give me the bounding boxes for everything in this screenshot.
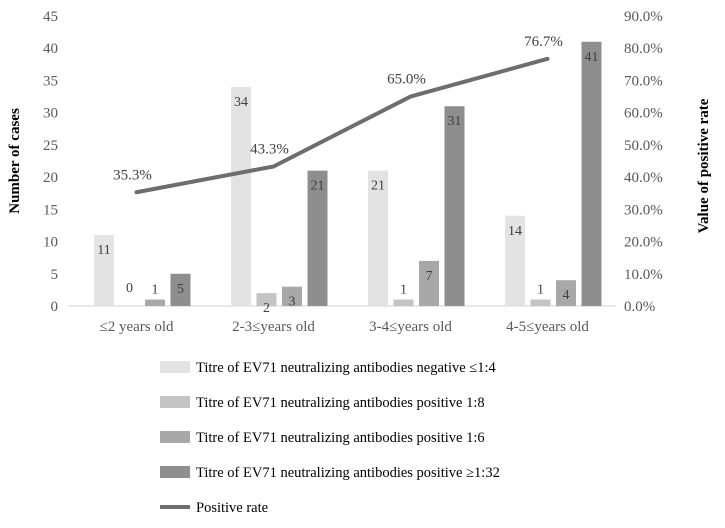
legend: Titre of EV71 neutralizing antibodies ne… [160, 360, 500, 516]
bar [307, 170, 328, 306]
y-tick-label: 30 [43, 106, 58, 122]
bar [556, 280, 576, 306]
y-tick-label: 35 [43, 73, 58, 89]
bar [282, 286, 302, 306]
positive-rate-line [134, 56, 550, 195]
bar-data-label: 1 [152, 283, 159, 298]
line-data-label: 65.0% [387, 72, 426, 88]
right-axis-ticks: 0.0% 10.0% 20.0% 30.0% 40.0% 50.0% 60.0% 70.0% 8… [624, 9, 663, 315]
x-category-label: ≤2 years old [99, 319, 174, 335]
bar-data-label: 0 [126, 281, 133, 296]
line-data-label: 43.3% [250, 141, 289, 157]
bar [581, 41, 602, 307]
bar [393, 299, 414, 306]
y2-tick-label: 40.0% [624, 170, 663, 186]
line-data-label: 76.7% [524, 34, 563, 50]
y2-tick-label: 20.0% [624, 235, 663, 251]
y2-axis-title: Value of positive rate [696, 98, 712, 233]
x-category-label: 2-3≤years old [232, 319, 315, 335]
bar-data-label: 7 [426, 269, 433, 284]
bar-data-label: 5 [177, 282, 184, 297]
x-category-label: 3-4≤years old [369, 319, 452, 335]
bar [170, 273, 191, 306]
bar-data-label: 4 [563, 288, 570, 303]
y-axis-title: Number of cases [7, 108, 23, 214]
bar-data-label: 41 [585, 50, 599, 65]
legend-swatch [160, 466, 190, 478]
legend-label: Titre of EV71 neutralizing antibodies po… [196, 430, 485, 446]
bar-data-label: 31 [448, 114, 462, 129]
y2-tick-label: 70.0% [624, 73, 663, 89]
bar [368, 170, 388, 306]
bar-data-label: 1 [537, 283, 544, 298]
bar-data-label: 1 [400, 283, 407, 298]
y2-tick-label: 60.0% [624, 106, 663, 122]
legend-label: Titre of EV71 neutralizing antibodies po… [196, 395, 485, 411]
bar [94, 235, 114, 306]
y-tick-label: 15 [43, 202, 58, 218]
y-tick-label: 10 [43, 235, 58, 251]
legend-swatch [160, 396, 190, 408]
bar [231, 86, 251, 306]
legend-label: Titre of EV71 neutralizing antibodies ne… [196, 360, 497, 376]
bar-data-label: 34 [234, 95, 248, 110]
y2-tick-label: 10.0% [624, 267, 663, 283]
bar [145, 299, 165, 306]
x-category-label: 4-5≤years old [506, 319, 589, 335]
bar-data-label: 21 [311, 179, 325, 194]
bar [444, 106, 465, 306]
y2-tick-label: 0.0% [624, 299, 655, 315]
bar-data-label: 14 [508, 224, 522, 239]
bar [530, 299, 551, 306]
positive-rate-line-layer: 35.3% 43.3% 65.0% 76.7% [113, 34, 563, 195]
y-tick-label: 45 [43, 9, 58, 25]
y-tick-label: 40 [43, 41, 58, 57]
bar-data-label: 11 [97, 243, 110, 258]
bar-data-label: 3 [289, 295, 296, 310]
y2-tick-label: 80.0% [624, 41, 663, 57]
bar [256, 293, 277, 306]
legend-label: Titre of EV71 neutralizing antibodies po… [196, 465, 500, 481]
y-tick-label: 25 [43, 138, 58, 154]
y2-tick-label: 30.0% [624, 202, 663, 218]
bar-data-label: 21 [371, 179, 385, 194]
legend-swatch [160, 361, 190, 373]
legend-label: Positive rate [196, 500, 268, 516]
bar-data-label: 2 [263, 301, 270, 316]
y-tick-label: 20 [43, 170, 58, 186]
bar [419, 260, 439, 306]
line-data-label: 35.3% [113, 167, 152, 183]
y2-tick-label: 50.0% [624, 138, 663, 154]
legend-swatch [160, 431, 190, 443]
y2-tick-label: 90.0% [624, 9, 663, 25]
y-tick-label: 0 [51, 299, 59, 315]
bar [505, 215, 525, 306]
bars [94, 41, 602, 307]
left-axis-ticks: 0 5 10 15 20 25 30 35 40 45 [43, 9, 58, 315]
y-tick-label: 5 [51, 267, 59, 283]
category-labels: ≤2 years old 2-3≤years old 3-4≤years old 4-… [99, 319, 589, 335]
